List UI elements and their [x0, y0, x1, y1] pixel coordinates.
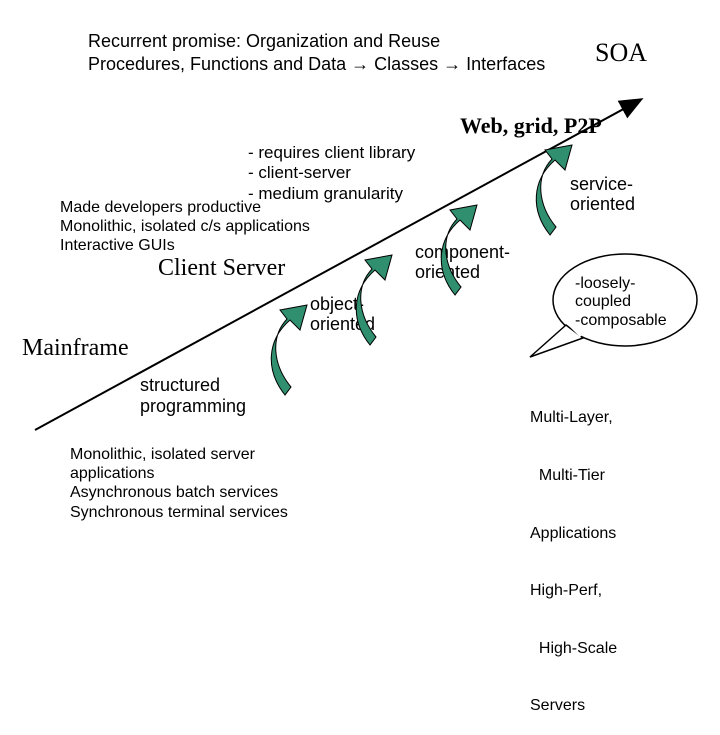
swoosh-1 — [271, 305, 307, 395]
component-label: component- oriented — [415, 243, 510, 283]
cs-note-l2: - client-server — [248, 163, 415, 183]
bubble-l3: -composable — [575, 312, 667, 330]
made-dev-l3: Interactive GUIs — [60, 236, 310, 255]
made-dev-block: Made developers productive Monolithic, i… — [60, 198, 310, 256]
bottom-note-l2: applications — [70, 464, 288, 483]
bottom-note-l4: Synchronous terminal services — [70, 503, 288, 522]
heading-block: Recurrent promise: Organization and Reus… — [88, 30, 545, 75]
made-dev-l1: Made developers productive — [60, 198, 310, 217]
bottom-note-l3: Asynchronous batch services — [70, 483, 288, 502]
bottom-note-l1: Monolithic, isolated server — [70, 445, 288, 464]
bubble-text: -loosely- coupled -composable — [575, 275, 667, 330]
soa-label: SOA — [595, 38, 647, 68]
right-note: Multi-Layer, Multi-Tier Applications Hig… — [530, 370, 617, 735]
heading-line1: Recurrent promise: Organization and Reus… — [88, 30, 545, 53]
heading-line2: Procedures, Functions and Data → Classes… — [88, 53, 545, 76]
right-note-l1: Multi-Layer, — [530, 408, 617, 427]
bubble-l2: coupled — [575, 293, 667, 311]
client-server-label: Client Server — [158, 255, 285, 282]
right-note-l6: Servers — [530, 696, 617, 715]
service-label: service- oriented — [570, 175, 635, 215]
object-label: object- oriented — [310, 295, 375, 335]
cs-note: - requires client library - client-serve… — [248, 143, 415, 204]
bubble-l1: -loosely- — [575, 275, 667, 293]
swoosh-4 — [536, 145, 572, 235]
structured-label: structured programming — [140, 375, 246, 416]
right-note-l5: High-Scale — [530, 639, 617, 658]
wave-label: Web, grid, P2P — [460, 113, 602, 139]
made-dev-l2: Monolithic, isolated c/s applications — [60, 217, 310, 236]
right-note-l4: High-Perf, — [530, 581, 617, 600]
right-note-l2: Multi-Tier — [530, 466, 617, 485]
mainframe-label: Mainframe — [22, 335, 129, 362]
cs-note-l1: - requires client library — [248, 143, 415, 163]
bottom-note: Monolithic, isolated server applications… — [70, 445, 288, 522]
